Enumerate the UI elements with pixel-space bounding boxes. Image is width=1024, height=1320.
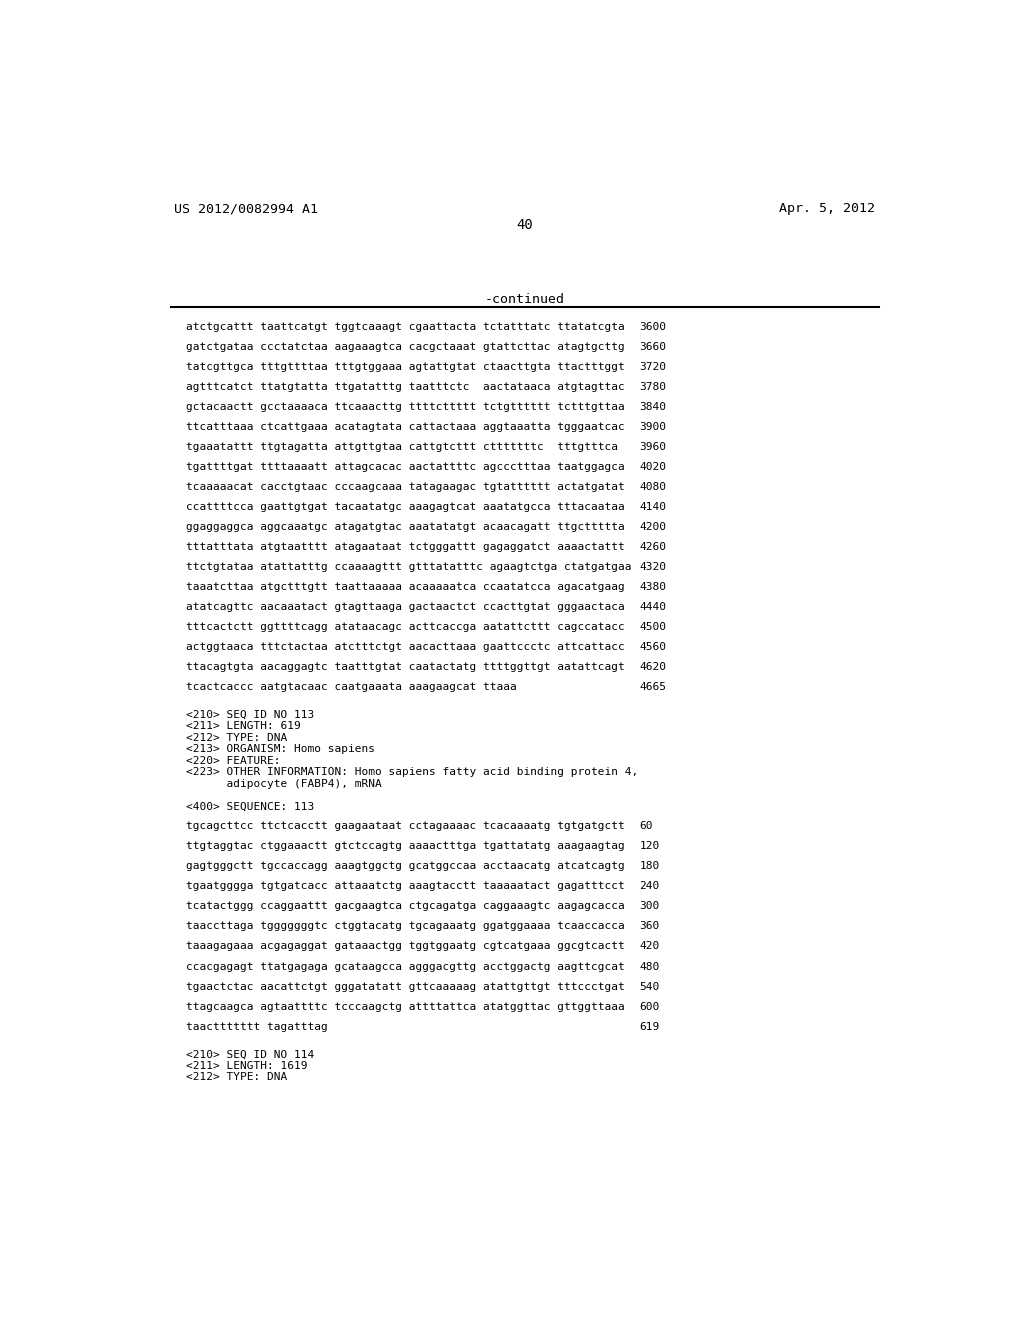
Text: tttatttata atgtaatttt atagaataat tctgggattt gagaggatct aaaactattt: tttatttata atgtaatttt atagaataat tctggga… bbox=[186, 543, 625, 552]
Text: taaagagaaa acgagaggat gataaactgg tggtggaatg cgtcatgaaa ggcgtcactt: taaagagaaa acgagaggat gataaactgg tggtgga… bbox=[186, 941, 625, 952]
Text: 420: 420 bbox=[640, 941, 659, 952]
Text: ggaggaggca aggcaaatgc atagatgtac aaatatatgt acaacagatt ttgcttttta: ggaggaggca aggcaaatgc atagatgtac aaatata… bbox=[186, 521, 625, 532]
Text: agtttcatct ttatgtatta ttgatatttg taatttctc  aactataaca atgtagttac: agtttcatct ttatgtatta ttgatatttg taatttc… bbox=[186, 381, 625, 392]
Text: 60: 60 bbox=[640, 821, 653, 832]
Text: tgcagcttcc ttctcacctt gaagaataat cctagaaaac tcacaaaatg tgtgatgctt: tgcagcttcc ttctcacctt gaagaataat cctagaa… bbox=[186, 821, 625, 832]
Text: -continued: -continued bbox=[484, 293, 565, 306]
Text: <211> LENGTH: 1619: <211> LENGTH: 1619 bbox=[186, 1061, 307, 1071]
Text: gatctgataa ccctatctaa aagaaagtca cacgctaaat gtattcttac atagtgcttg: gatctgataa ccctatctaa aagaaagtca cacgcta… bbox=[186, 342, 625, 351]
Text: 4560: 4560 bbox=[640, 642, 667, 652]
Text: taacttttttt tagatttag: taacttttttt tagatttag bbox=[186, 1022, 328, 1031]
Text: ccacgagagt ttatgagaga gcataagcca agggacgttg acctggactg aagttcgcat: ccacgagagt ttatgagaga gcataagcca agggacg… bbox=[186, 961, 625, 972]
Text: ttacagtgta aacaggagtc taatttgtat caatactatg ttttggttgt aatattcagt: ttacagtgta aacaggagtc taatttgtat caatact… bbox=[186, 663, 625, 672]
Text: <210> SEQ ID NO 114: <210> SEQ ID NO 114 bbox=[186, 1049, 314, 1059]
Text: 4260: 4260 bbox=[640, 543, 667, 552]
Text: <211> LENGTH: 619: <211> LENGTH: 619 bbox=[186, 721, 301, 731]
Text: atctgcattt taattcatgt tggtcaaagt cgaattacta tctatttatc ttatatcgta: atctgcattt taattcatgt tggtcaaagt cgaatta… bbox=[186, 322, 625, 331]
Text: <213> ORGANISM: Homo sapiens: <213> ORGANISM: Homo sapiens bbox=[186, 744, 375, 754]
Text: 3840: 3840 bbox=[640, 401, 667, 412]
Text: 619: 619 bbox=[640, 1022, 659, 1031]
Text: 240: 240 bbox=[640, 882, 659, 891]
Text: ttagcaagca agtaattttc tcccaagctg attttattca atatggttac gttggttaaa: ttagcaagca agtaattttc tcccaagctg attttat… bbox=[186, 1002, 625, 1011]
Text: tgaatgggga tgtgatcacc attaaatctg aaagtacctt taaaaatact gagatttcct: tgaatgggga tgtgatcacc attaaatctg aaagtac… bbox=[186, 882, 625, 891]
Text: 4200: 4200 bbox=[640, 521, 667, 532]
Text: tgattttgat ttttaaaatt attagcacac aactattttc agccctttaa taatggagca: tgattttgat ttttaaaatt attagcacac aactatt… bbox=[186, 462, 625, 471]
Text: <212> TYPE: DNA: <212> TYPE: DNA bbox=[186, 1072, 288, 1082]
Text: actggtaaca tttctactaa atctttctgt aacacttaaa gaattccctc attcattacc: actggtaaca tttctactaa atctttctgt aacactt… bbox=[186, 642, 625, 652]
Text: tcatactggg ccaggaattt gacgaagtca ctgcagatga caggaaagtc aagagcacca: tcatactggg ccaggaattt gacgaagtca ctgcaga… bbox=[186, 902, 625, 911]
Text: <220> FEATURE:: <220> FEATURE: bbox=[186, 756, 281, 766]
Text: tcaaaaacat cacctgtaac cccaagcaaa tatagaagac tgtatttttt actatgatat: tcaaaaacat cacctgtaac cccaagcaaa tatagaa… bbox=[186, 482, 625, 492]
Text: 600: 600 bbox=[640, 1002, 659, 1011]
Text: US 2012/0082994 A1: US 2012/0082994 A1 bbox=[174, 202, 318, 215]
Text: 3900: 3900 bbox=[640, 422, 667, 432]
Text: 4140: 4140 bbox=[640, 502, 667, 512]
Text: 540: 540 bbox=[640, 982, 659, 991]
Text: gctacaactt gcctaaaaca ttcaaacttg ttttcttttt tctgtttttt tctttgttaa: gctacaactt gcctaaaaca ttcaaacttg ttttctt… bbox=[186, 401, 625, 412]
Text: ccattttcca gaattgtgat tacaatatgc aaagagtcat aaatatgcca tttacaataa: ccattttcca gaattgtgat tacaatatgc aaagagt… bbox=[186, 502, 625, 512]
Text: <210> SEQ ID NO 113: <210> SEQ ID NO 113 bbox=[186, 710, 314, 719]
Text: 300: 300 bbox=[640, 902, 659, 911]
Text: ttgtaggtac ctggaaactt gtctccagtg aaaactttga tgattatatg aaagaagtag: ttgtaggtac ctggaaactt gtctccagtg aaaactt… bbox=[186, 841, 625, 851]
Text: taaccttaga tgggggggtc ctggtacatg tgcagaaatg ggatggaaaa tcaaccacca: taaccttaga tgggggggtc ctggtacatg tgcagaa… bbox=[186, 921, 625, 932]
Text: taaatcttaa atgctttgtt taattaaaaa acaaaaatca ccaatatcca agacatgaag: taaatcttaa atgctttgtt taattaaaaa acaaaaa… bbox=[186, 582, 625, 591]
Text: tgaaatattt ttgtagatta attgttgtaa cattgtcttt ctttttttc  tttgtttca: tgaaatattt ttgtagatta attgttgtaa cattgtc… bbox=[186, 442, 618, 451]
Text: 480: 480 bbox=[640, 961, 659, 972]
Text: 120: 120 bbox=[640, 841, 659, 851]
Text: tcactcaccc aatgtacaac caatgaaata aaagaagcat ttaaa: tcactcaccc aatgtacaac caatgaaata aaagaag… bbox=[186, 682, 517, 692]
Text: adipocyte (FABP4), mRNA: adipocyte (FABP4), mRNA bbox=[186, 779, 382, 789]
Text: 360: 360 bbox=[640, 921, 659, 932]
Text: gagtgggctt tgccaccagg aaagtggctg gcatggccaa acctaacatg atcatcagtg: gagtgggctt tgccaccagg aaagtggctg gcatggc… bbox=[186, 862, 625, 871]
Text: 3720: 3720 bbox=[640, 362, 667, 372]
Text: 3600: 3600 bbox=[640, 322, 667, 331]
Text: 4500: 4500 bbox=[640, 622, 667, 632]
Text: tgaactctac aacattctgt gggatatatt gttcaaaaag atattgttgt tttccctgat: tgaactctac aacattctgt gggatatatt gttcaaa… bbox=[186, 982, 625, 991]
Text: <223> OTHER INFORMATION: Homo sapiens fatty acid binding protein 4,: <223> OTHER INFORMATION: Homo sapiens fa… bbox=[186, 767, 638, 777]
Text: 4440: 4440 bbox=[640, 602, 667, 612]
Text: 4080: 4080 bbox=[640, 482, 667, 492]
Text: 4620: 4620 bbox=[640, 663, 667, 672]
Text: atatcagttc aacaaatact gtagttaaga gactaactct ccacttgtat gggaactaca: atatcagttc aacaaatact gtagttaaga gactaac… bbox=[186, 602, 625, 612]
Text: 40: 40 bbox=[516, 218, 534, 232]
Text: 4380: 4380 bbox=[640, 582, 667, 591]
Text: 3660: 3660 bbox=[640, 342, 667, 351]
Text: 3780: 3780 bbox=[640, 381, 667, 392]
Text: Apr. 5, 2012: Apr. 5, 2012 bbox=[779, 202, 876, 215]
Text: 4665: 4665 bbox=[640, 682, 667, 692]
Text: tttcactctt ggttttcagg atataacagc acttcaccga aatattcttt cagccatacc: tttcactctt ggttttcagg atataacagc acttcac… bbox=[186, 622, 625, 632]
Text: ttctgtataa atattatttg ccaaaagttt gtttatatttc agaagtctga ctatgatgaa: ttctgtataa atattatttg ccaaaagttt gtttata… bbox=[186, 562, 632, 572]
Text: ttcatttaaa ctcattgaaa acatagtata cattactaaa aggtaaatta tgggaatcac: ttcatttaaa ctcattgaaa acatagtata cattact… bbox=[186, 422, 625, 432]
Text: tatcgttgca tttgttttaa tttgtggaaa agtattgtat ctaacttgta ttactttggt: tatcgttgca tttgttttaa tttgtggaaa agtattg… bbox=[186, 362, 625, 372]
Text: 4020: 4020 bbox=[640, 462, 667, 471]
Text: <400> SEQUENCE: 113: <400> SEQUENCE: 113 bbox=[186, 803, 314, 812]
Text: 180: 180 bbox=[640, 862, 659, 871]
Text: 4320: 4320 bbox=[640, 562, 667, 572]
Text: 3960: 3960 bbox=[640, 442, 667, 451]
Text: <212> TYPE: DNA: <212> TYPE: DNA bbox=[186, 733, 288, 743]
